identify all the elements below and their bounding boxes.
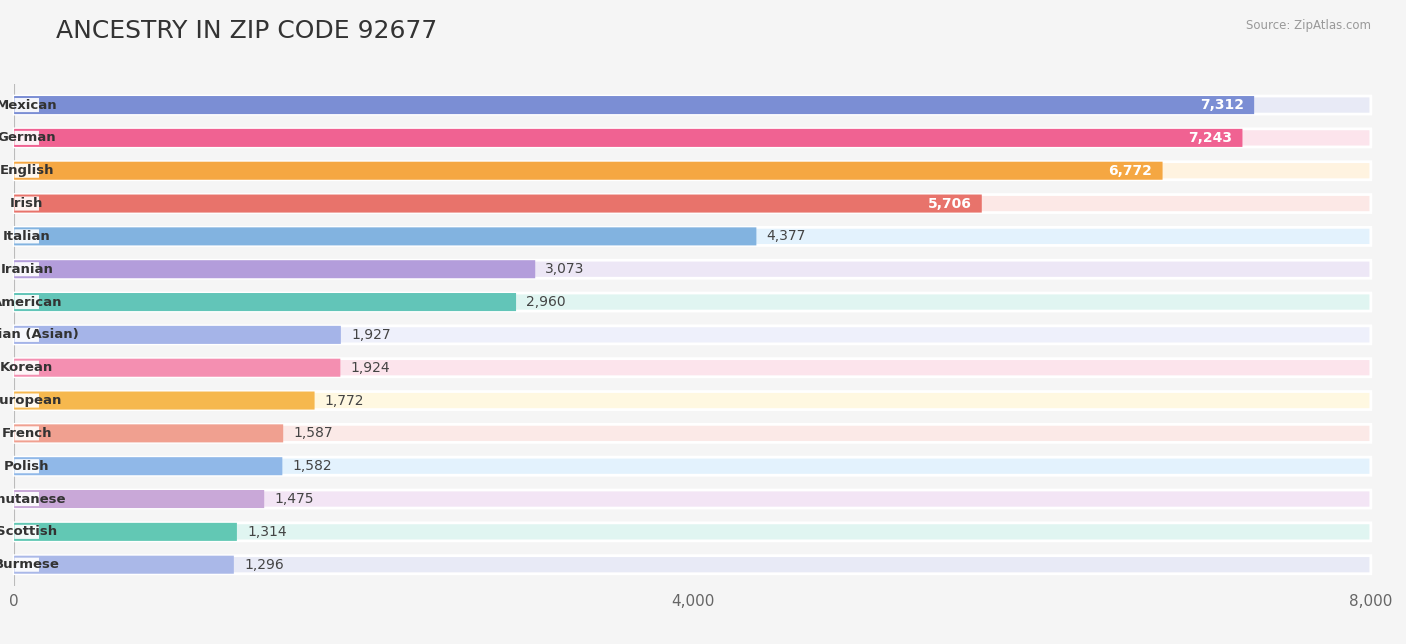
FancyBboxPatch shape (14, 96, 1371, 114)
FancyBboxPatch shape (14, 227, 1371, 245)
FancyBboxPatch shape (14, 164, 39, 178)
FancyBboxPatch shape (14, 558, 39, 572)
Text: Burmese: Burmese (0, 558, 59, 571)
FancyBboxPatch shape (14, 196, 39, 211)
Text: ANCESTRY IN ZIP CODE 92677: ANCESTRY IN ZIP CODE 92677 (56, 19, 437, 43)
Text: 4,377: 4,377 (766, 229, 806, 243)
FancyBboxPatch shape (14, 293, 516, 311)
FancyBboxPatch shape (14, 392, 1371, 410)
Text: 6,772: 6,772 (1108, 164, 1153, 178)
FancyBboxPatch shape (14, 492, 39, 506)
FancyBboxPatch shape (14, 293, 1371, 311)
Text: 1,475: 1,475 (274, 492, 314, 506)
Text: Scottish: Scottish (0, 526, 58, 538)
FancyBboxPatch shape (14, 162, 1371, 180)
FancyBboxPatch shape (14, 229, 39, 243)
Text: Indian (Asian): Indian (Asian) (0, 328, 79, 341)
Text: 2,960: 2,960 (526, 295, 565, 309)
Text: 3,073: 3,073 (546, 262, 585, 276)
Text: 1,772: 1,772 (325, 393, 364, 408)
FancyBboxPatch shape (14, 525, 39, 539)
FancyBboxPatch shape (14, 393, 39, 408)
FancyBboxPatch shape (14, 457, 1371, 475)
FancyBboxPatch shape (14, 96, 1254, 114)
FancyBboxPatch shape (14, 556, 233, 574)
Text: European: European (0, 394, 62, 407)
FancyBboxPatch shape (14, 295, 39, 309)
Text: French: French (1, 427, 52, 440)
Text: Source: ZipAtlas.com: Source: ZipAtlas.com (1246, 19, 1371, 32)
Text: American: American (0, 296, 62, 308)
FancyBboxPatch shape (14, 194, 981, 213)
Text: Polish: Polish (4, 460, 49, 473)
FancyBboxPatch shape (14, 129, 1371, 147)
FancyBboxPatch shape (14, 457, 283, 475)
FancyBboxPatch shape (14, 424, 283, 442)
Text: 5,706: 5,706 (928, 196, 972, 211)
Text: Bhutanese: Bhutanese (0, 493, 66, 506)
FancyBboxPatch shape (14, 262, 39, 276)
FancyBboxPatch shape (14, 490, 1371, 508)
Text: Korean: Korean (0, 361, 53, 374)
Text: 1,582: 1,582 (292, 459, 332, 473)
Text: 7,312: 7,312 (1199, 98, 1244, 112)
FancyBboxPatch shape (14, 556, 1371, 574)
Text: Italian: Italian (3, 230, 51, 243)
FancyBboxPatch shape (14, 361, 39, 375)
Text: 1,314: 1,314 (247, 525, 287, 539)
FancyBboxPatch shape (14, 129, 1243, 147)
FancyBboxPatch shape (14, 260, 536, 278)
Text: 7,243: 7,243 (1188, 131, 1232, 145)
Text: 1,924: 1,924 (350, 361, 391, 375)
FancyBboxPatch shape (14, 359, 340, 377)
Text: Iranian: Iranian (0, 263, 53, 276)
FancyBboxPatch shape (14, 162, 1163, 180)
FancyBboxPatch shape (14, 424, 1371, 442)
FancyBboxPatch shape (14, 459, 39, 473)
FancyBboxPatch shape (14, 392, 315, 410)
FancyBboxPatch shape (14, 326, 1371, 344)
FancyBboxPatch shape (14, 194, 1371, 213)
FancyBboxPatch shape (14, 227, 756, 245)
FancyBboxPatch shape (14, 260, 1371, 278)
Text: Mexican: Mexican (0, 99, 58, 111)
FancyBboxPatch shape (14, 523, 238, 541)
Text: Irish: Irish (10, 197, 44, 210)
Text: 1,296: 1,296 (245, 558, 284, 572)
FancyBboxPatch shape (14, 131, 39, 145)
FancyBboxPatch shape (14, 326, 340, 344)
Text: 1,587: 1,587 (294, 426, 333, 440)
Text: 1,927: 1,927 (352, 328, 391, 342)
FancyBboxPatch shape (14, 359, 1371, 377)
FancyBboxPatch shape (14, 426, 39, 440)
FancyBboxPatch shape (14, 490, 264, 508)
FancyBboxPatch shape (14, 328, 39, 342)
Text: English: English (0, 164, 53, 177)
FancyBboxPatch shape (14, 98, 39, 112)
Text: German: German (0, 131, 56, 144)
FancyBboxPatch shape (14, 523, 1371, 541)
